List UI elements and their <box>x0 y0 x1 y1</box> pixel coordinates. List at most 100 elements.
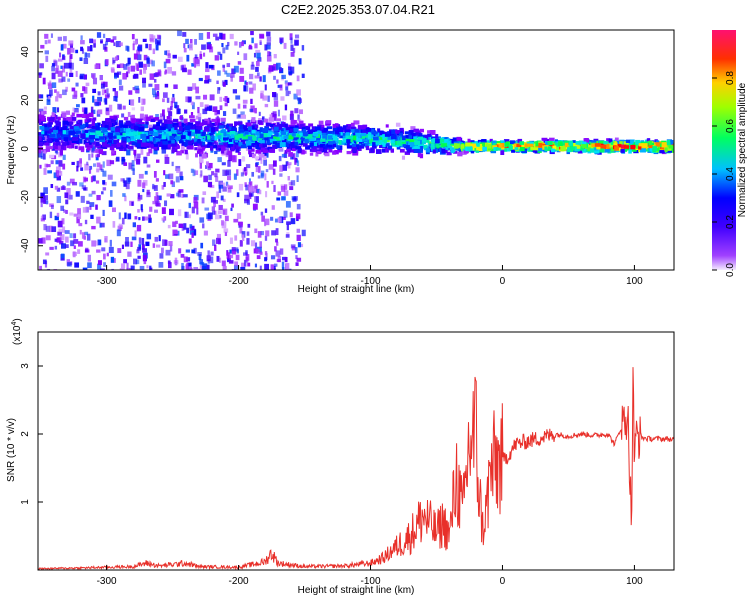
spectrogram-cell <box>243 167 247 172</box>
spectrogram-cell <box>279 248 284 255</box>
spectrogram-cell <box>146 152 150 157</box>
spectrogram-cell <box>138 127 145 132</box>
spectrogram-cell <box>156 40 161 46</box>
spectrogram-cell <box>96 122 101 126</box>
y-tick-label: 1 <box>20 499 31 505</box>
spectrogram-cell <box>178 140 184 144</box>
spectrogram-cell <box>241 234 245 241</box>
spectrogram-cell <box>120 263 126 269</box>
spectrogram-cell <box>71 119 76 123</box>
spectrogram-cell <box>204 207 210 211</box>
spectrogram-cell <box>258 130 265 136</box>
spectrogram-cell <box>184 149 188 155</box>
spectrogram-cell <box>197 252 202 256</box>
spectrogram-cell <box>130 135 135 140</box>
spectrogram-cell <box>42 153 46 160</box>
spectrogram-cell <box>84 187 88 191</box>
spectrogram-cell <box>153 143 159 147</box>
spectrogram-cell <box>84 177 88 182</box>
spectrogram-cell <box>57 70 63 77</box>
spectrogram-cell <box>99 164 103 171</box>
spectrogram-cell <box>224 96 228 102</box>
spectrogram-cell <box>453 141 460 145</box>
spectrogram-cell <box>97 91 101 96</box>
spectrogram-cell <box>111 268 114 270</box>
spectrogram-cell <box>204 118 210 123</box>
spectrogram-cell <box>202 263 208 270</box>
spectrogram-cell <box>525 147 530 151</box>
spectrogram-cell <box>164 83 169 88</box>
spectrogram-cell <box>244 80 247 85</box>
spectrogram-cell <box>143 54 148 61</box>
spectrogram-cell <box>204 107 208 112</box>
spectrogram-cell <box>158 235 161 242</box>
spectrogram-cell <box>146 233 152 240</box>
spectrogram-cell <box>554 142 560 147</box>
spectrogram-cell <box>395 122 401 127</box>
spectrogram-cell <box>315 126 321 131</box>
spectrogram-cell <box>295 125 299 131</box>
spectrogram-cell <box>236 145 242 149</box>
spectrogram-cell <box>131 201 134 206</box>
spectrogram-cell <box>240 172 244 177</box>
spectrogram-cell <box>190 139 194 144</box>
spectrogram-cell <box>161 146 167 154</box>
spectrogram-cell <box>482 146 487 151</box>
spectrogram-cell <box>133 73 139 79</box>
spectrogram-cell <box>92 88 97 94</box>
spectrogram-cell <box>334 130 340 134</box>
spectrogram-cell <box>127 111 131 117</box>
spectrogram-cell <box>49 80 52 87</box>
spectrogram-cell <box>249 108 254 112</box>
spectrogram-cell <box>62 89 67 96</box>
spectrogram-cell <box>180 253 185 258</box>
spectrogram-cell <box>255 49 261 54</box>
spectrogram-cell <box>69 233 73 238</box>
spectrogram-cell <box>217 135 222 139</box>
spectrogram-cell <box>146 265 149 269</box>
spectrogram-cell <box>439 139 446 144</box>
spectrogram-cell <box>104 89 107 94</box>
spectrogram-cell <box>251 129 256 134</box>
spectrogram-cell <box>157 129 162 134</box>
spectrogram-cell <box>264 218 270 226</box>
spectrogram-cell <box>545 141 549 146</box>
spectrogram-cell <box>405 138 410 143</box>
spectrogram-cell <box>110 256 115 263</box>
spectrogram-cell <box>254 263 258 268</box>
spectrogram-cell <box>49 128 54 133</box>
spectrogram-cell <box>136 131 142 136</box>
spectrogram-cell <box>583 138 590 143</box>
spectrogram-cell <box>642 143 648 148</box>
colorbar-label: Normalized spectral amplitude <box>737 82 748 217</box>
spectrogram-cell <box>167 136 172 141</box>
spectrogram-cell <box>533 141 537 145</box>
spectrogram-cell <box>228 154 233 162</box>
spectrogram-cell <box>323 127 329 132</box>
spectrogram-cell <box>284 184 288 190</box>
spectrogram-cell <box>219 53 223 60</box>
spectrogram-cell <box>276 62 281 70</box>
spectrogram-cell <box>320 127 325 132</box>
spectrogram-cell <box>367 134 372 140</box>
spectrogram-cell <box>62 65 66 73</box>
spectrogram-cell <box>52 107 57 114</box>
spectrogram-cell <box>156 122 161 127</box>
spectrogram-cell <box>220 195 224 201</box>
spectrogram-cell <box>252 135 257 141</box>
spectrogram-cell <box>155 192 159 196</box>
spectrogram-cell <box>164 154 169 158</box>
spectrogram-cell <box>75 104 80 108</box>
spectrogram-cell <box>564 142 569 147</box>
spectrogram-cell <box>203 230 208 236</box>
spectrogram-cell <box>106 159 112 167</box>
spectrogram-cell <box>209 94 215 101</box>
spectrogram-cell <box>202 223 205 229</box>
spectrogram-cell <box>648 145 653 149</box>
spectrogram-cell <box>146 137 151 143</box>
spectrogram-cell <box>364 142 369 148</box>
spectrogram-cell <box>213 199 219 204</box>
spectrogram-cell <box>214 173 218 178</box>
spectrogram-cell <box>48 83 53 89</box>
spectrogram-cell <box>95 149 102 153</box>
